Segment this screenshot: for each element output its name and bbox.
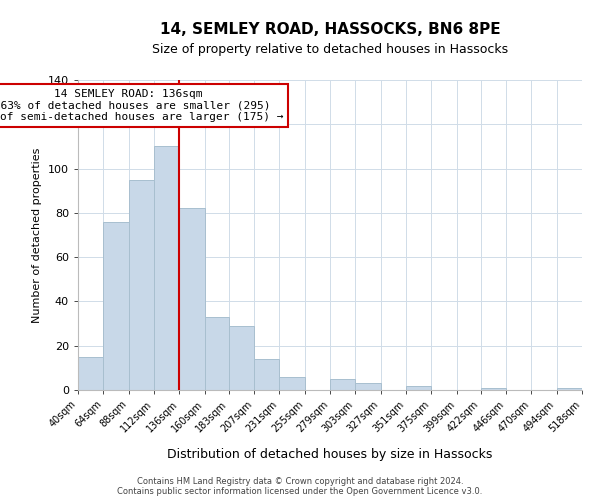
Bar <box>330 379 355 390</box>
Y-axis label: Number of detached properties: Number of detached properties <box>32 148 42 322</box>
Bar <box>205 317 229 390</box>
Bar <box>229 326 254 390</box>
Text: 14, SEMLEY ROAD, HASSOCKS, BN6 8PE: 14, SEMLEY ROAD, HASSOCKS, BN6 8PE <box>160 22 500 38</box>
Text: 14 SEMLEY ROAD: 136sqm
← 63% of detached houses are smaller (295)
37% of semi-de: 14 SEMLEY ROAD: 136sqm ← 63% of detached… <box>0 89 284 122</box>
Bar <box>355 384 380 390</box>
Text: Size of property relative to detached houses in Hassocks: Size of property relative to detached ho… <box>152 42 508 56</box>
Bar <box>154 146 179 390</box>
Bar <box>280 376 305 390</box>
Bar <box>179 208 205 390</box>
Bar <box>557 388 582 390</box>
Bar <box>128 180 154 390</box>
Text: Contains public sector information licensed under the Open Government Licence v3: Contains public sector information licen… <box>118 488 482 496</box>
Bar <box>481 388 506 390</box>
Text: Contains HM Land Registry data © Crown copyright and database right 2024.: Contains HM Land Registry data © Crown c… <box>137 478 463 486</box>
Bar <box>406 386 431 390</box>
Bar <box>103 222 128 390</box>
Bar <box>254 359 280 390</box>
X-axis label: Distribution of detached houses by size in Hassocks: Distribution of detached houses by size … <box>167 448 493 461</box>
Bar <box>78 357 103 390</box>
